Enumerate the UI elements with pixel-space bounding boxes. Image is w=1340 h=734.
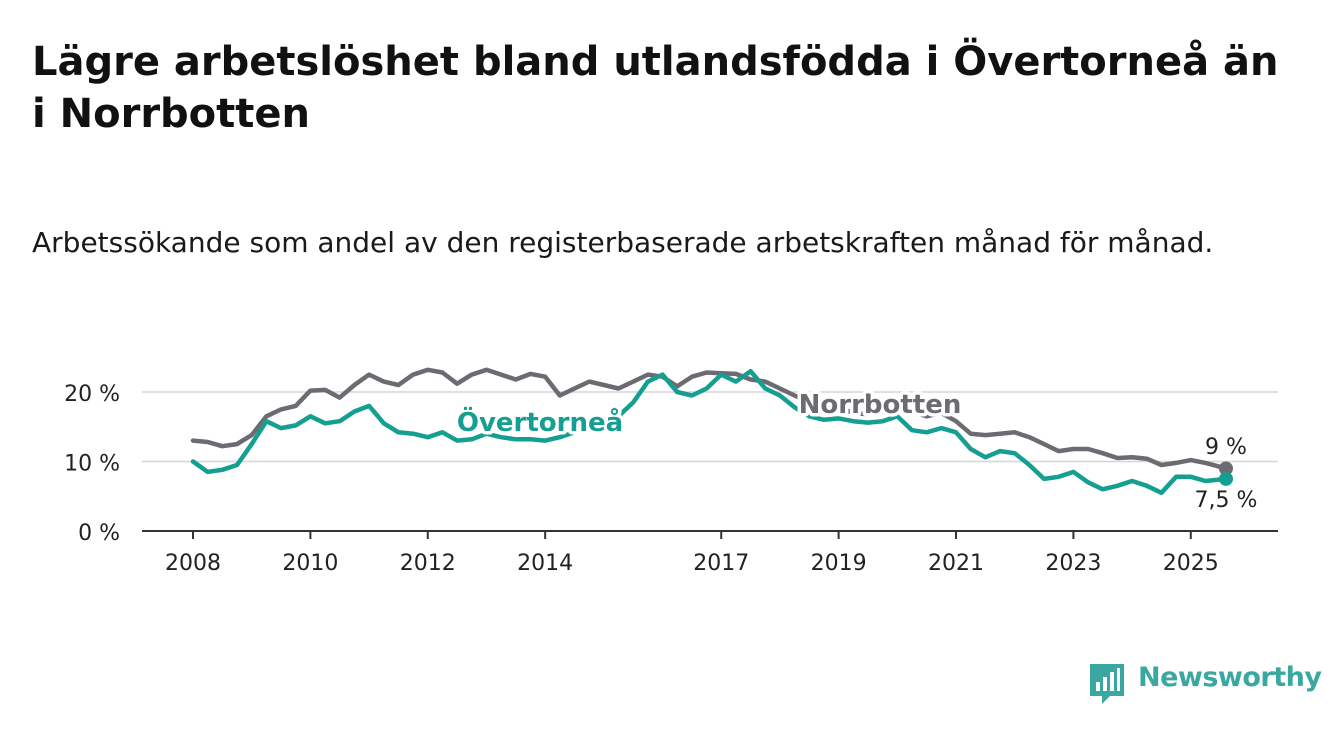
series-labels: Norrbotten Övertorneå 9 % 7,5 % [453,387,1258,514]
x-tick-label: 2008 [165,551,221,576]
line-chart: 0 % 10 % 20 % 2008 2010 2012 2014 2017 2019 2021… [64,367,1278,576]
x-tick-label: 2012 [400,551,456,576]
x-axis-ticks: 2008 2010 2012 2014 2017 2019 2021 2023 2025 [165,531,1219,576]
y-tick-label: 20 % [64,382,120,407]
chart-subtitle: Arbetssökande som andel av den registerb… [32,226,1214,259]
x-tick-label: 2021 [928,551,984,576]
gridlines [142,391,1278,463]
x-tick-label: 2023 [1045,551,1101,576]
y-tick-label: 10 % [64,452,120,477]
series-end-marker [1219,471,1233,486]
series-line [190,368,1229,496]
series-line [190,367,1229,471]
brand-footer: Newsworthy [1088,660,1322,706]
end-value-label: 9 % [1205,435,1247,460]
newsworthy-logo-icon [1090,664,1124,704]
y-axis-tick-labels: 0 % 10 % 20 % [64,382,120,546]
x-tick-label: 2014 [517,551,573,576]
chart-title: Lägre arbetslöshet bland utlandsfödda i … [32,39,1279,137]
x-tick-label: 2010 [282,551,338,576]
series-label: Övertorneå [457,405,623,438]
x-tick-label: 2017 [693,551,749,576]
series-label: Norrbotten [799,390,962,420]
x-tick-label: 2025 [1163,551,1219,576]
series-end-marker [1219,461,1233,476]
x-tick-label: 2019 [811,551,867,576]
brand-name: Newsworthy [1138,662,1322,693]
series-lines [190,367,1233,496]
y-tick-label: 0 % [78,521,120,546]
end-value-label: 7,5 % [1195,488,1258,513]
